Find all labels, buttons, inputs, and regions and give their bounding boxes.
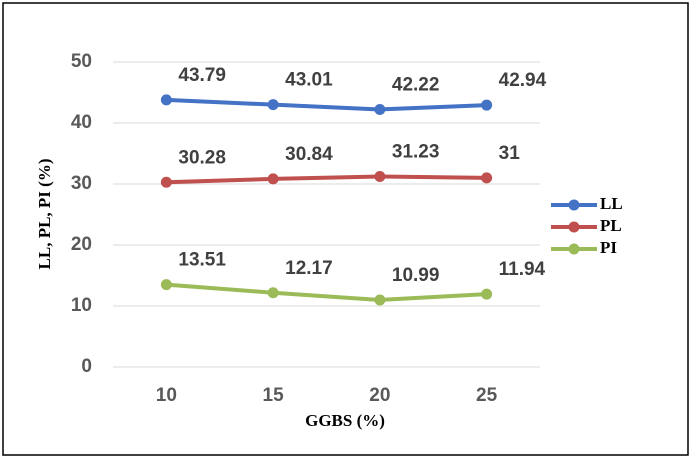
legend-label: PL bbox=[600, 216, 622, 235]
point bbox=[160, 176, 172, 188]
point bbox=[160, 279, 172, 291]
point bbox=[374, 294, 386, 306]
y-tick-label: 0 bbox=[81, 356, 92, 377]
data-label: 12.17 bbox=[285, 258, 333, 279]
legend-marker bbox=[568, 243, 580, 255]
data-label: 31 bbox=[499, 143, 521, 164]
data-label: 13.51 bbox=[178, 250, 226, 271]
point bbox=[481, 288, 493, 300]
series-line bbox=[166, 174, 487, 185]
point bbox=[481, 172, 493, 184]
data-label: 11.94 bbox=[499, 259, 546, 280]
series-line bbox=[166, 282, 487, 302]
y-tick-label: 10 bbox=[71, 295, 92, 316]
data-label: 43.01 bbox=[285, 70, 333, 91]
y-axis-title: LL, PL, PI (%) bbox=[35, 159, 54, 270]
data-label: 31.23 bbox=[392, 142, 440, 163]
y-tick-label: 40 bbox=[71, 112, 92, 133]
y-tick-label: 50 bbox=[71, 51, 92, 72]
x-tick-label: 10 bbox=[156, 385, 177, 406]
legend-label: PI bbox=[600, 238, 617, 257]
data-label: 42.94 bbox=[499, 70, 547, 91]
data-label: 42.22 bbox=[392, 74, 440, 95]
point bbox=[374, 170, 386, 182]
series-line bbox=[166, 97, 487, 112]
x-tick-label: 20 bbox=[369, 385, 390, 406]
legend-label: LL bbox=[600, 194, 623, 213]
point bbox=[267, 99, 279, 111]
y-tick-label: 20 bbox=[71, 234, 92, 255]
x-tick-label: 15 bbox=[263, 385, 285, 406]
point bbox=[374, 103, 386, 115]
x-axis-title: GGBS (%) bbox=[305, 411, 385, 430]
legend-marker bbox=[568, 199, 580, 211]
point bbox=[481, 99, 493, 111]
y-tick-label: 30 bbox=[71, 173, 92, 194]
data-label: 30.28 bbox=[178, 147, 226, 168]
data-label: 30.84 bbox=[285, 144, 333, 165]
point bbox=[267, 287, 279, 299]
point bbox=[160, 94, 172, 106]
data-label: 43.79 bbox=[178, 65, 226, 86]
data-label: 10.99 bbox=[392, 265, 440, 286]
legend-marker bbox=[568, 221, 580, 233]
point bbox=[267, 173, 279, 185]
x-tick-label: 25 bbox=[476, 385, 498, 406]
